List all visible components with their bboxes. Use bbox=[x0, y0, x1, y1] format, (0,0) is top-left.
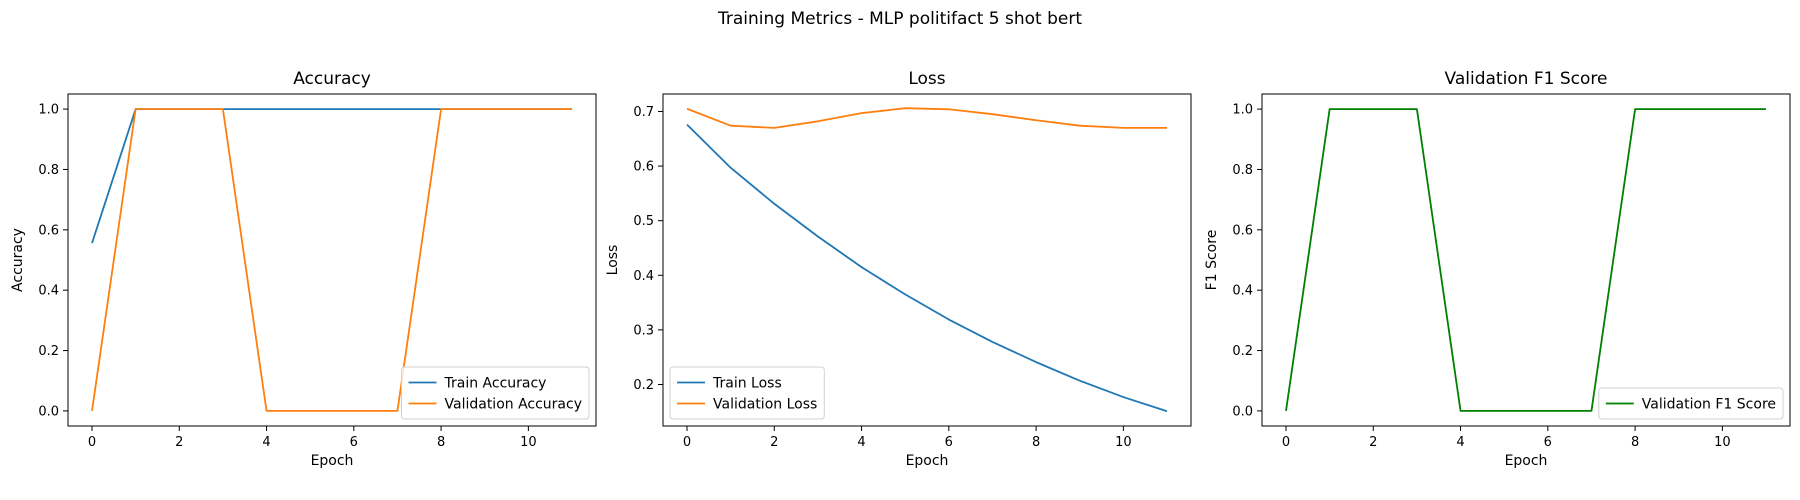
y-tick-label: 0.6 bbox=[1232, 223, 1253, 238]
x-tick-label: 6 bbox=[945, 435, 953, 450]
legend: Validation F1 Score bbox=[1598, 387, 1784, 420]
y-axis-label: Accuracy bbox=[10, 228, 26, 292]
subplot-title: Accuracy bbox=[293, 69, 371, 89]
series-line-validation-loss bbox=[686, 107, 1167, 129]
y-tick-label: 0.2 bbox=[1232, 344, 1253, 359]
series-line-validation-accuracy bbox=[91, 108, 572, 412]
x-tick-label: 10 bbox=[520, 435, 537, 450]
x-tick-label: 4 bbox=[857, 435, 865, 450]
y-tick-label: 0.7 bbox=[633, 105, 654, 120]
subplot-loss: Loss 0 2 4 6 8 10 0.2 0.3 0.4 0.5 0.6 0.7 Epoch Loss Tr… bbox=[605, 69, 1192, 469]
y-tick-label: 0.0 bbox=[38, 404, 59, 419]
series-line-train-accuracy bbox=[91, 108, 572, 244]
subplot-title: Validation F1 Score bbox=[1445, 69, 1608, 89]
y-tick-label: 0.2 bbox=[38, 344, 59, 359]
y-tick-label: 0.6 bbox=[38, 223, 59, 238]
y-tick-label: 0.6 bbox=[633, 160, 654, 175]
legend: Train Accuracy Validation Accuracy bbox=[401, 366, 590, 420]
axes-frame bbox=[662, 93, 1192, 427]
x-tick-label: 0 bbox=[88, 435, 96, 450]
y-tick-label: 0.4 bbox=[38, 284, 59, 299]
x-axis-label: Epoch bbox=[1505, 453, 1548, 469]
legend-box bbox=[1598, 387, 1784, 420]
y-tick-label: 0.2 bbox=[633, 378, 654, 393]
series-line-validation-f1-score bbox=[1285, 108, 1766, 412]
legend-box bbox=[669, 366, 825, 420]
x-tick-label: 6 bbox=[1544, 435, 1552, 450]
x-tick-label: 8 bbox=[1032, 435, 1040, 450]
legend: Train Loss Validation Loss bbox=[669, 366, 825, 420]
legend-box bbox=[401, 366, 590, 420]
x-axis-label: Epoch bbox=[311, 453, 354, 469]
x-tick-label: 8 bbox=[437, 435, 445, 450]
x-axis-label: Epoch bbox=[906, 453, 949, 469]
subplot-validation-f1-score: Validation F1 Score 0 2 4 6 8 10 0.0 0.2 0.4 0.6 0.… bbox=[1204, 69, 1791, 469]
legend-label-validation-f1-score: Validation F1 Score bbox=[1642, 397, 1776, 413]
x-tick-label: 2 bbox=[1369, 435, 1377, 450]
legend-label-validation-loss: Validation Loss bbox=[713, 397, 817, 413]
axes-frame bbox=[1261, 93, 1791, 427]
y-axis-label: F1 Score bbox=[1204, 230, 1220, 291]
x-tick-label: 10 bbox=[1714, 435, 1731, 450]
x-tick-label: 2 bbox=[770, 435, 778, 450]
y-tick-label: 0.4 bbox=[633, 269, 654, 284]
figure-title: Training Metrics - MLP politifact 5 shot… bbox=[717, 9, 1082, 29]
y-tick-label: 0.8 bbox=[1232, 163, 1253, 178]
x-tick-label: 10 bbox=[1115, 435, 1132, 450]
subplots-container: Accuracy 0 2 4 6 8 10 0.0 0.2 0.4 0.6 0.8 1.0 Epoch Ac… bbox=[10, 69, 1791, 469]
x-tick-label: 8 bbox=[1631, 435, 1639, 450]
legend-label-validation-accuracy: Validation Accuracy bbox=[445, 397, 583, 413]
x-tick-label: 0 bbox=[1282, 435, 1290, 450]
x-tick-label: 4 bbox=[262, 435, 270, 450]
subplot-accuracy: Accuracy 0 2 4 6 8 10 0.0 0.2 0.4 0.6 0.8 1.0 Epoch Ac… bbox=[10, 69, 597, 469]
x-tick-label: 2 bbox=[175, 435, 183, 450]
y-tick-label: 1.0 bbox=[38, 103, 59, 118]
y-tick-label: 1.0 bbox=[1232, 103, 1253, 118]
x-tick-label: 4 bbox=[1456, 435, 1464, 450]
y-tick-label: 0.0 bbox=[1232, 404, 1253, 419]
subplot-title: Loss bbox=[908, 69, 945, 89]
legend-label-train-loss: Train Loss bbox=[712, 376, 782, 392]
y-axis-label: Loss bbox=[605, 245, 621, 276]
y-tick-label: 0.4 bbox=[1232, 284, 1253, 299]
y-tick-label: 0.3 bbox=[633, 323, 654, 338]
axes-frame bbox=[67, 93, 597, 427]
series-line-train-loss bbox=[686, 123, 1168, 413]
x-tick-label: 0 bbox=[683, 435, 691, 450]
legend-label-train-accuracy: Train Accuracy bbox=[444, 376, 547, 392]
x-tick-label: 6 bbox=[350, 435, 358, 450]
y-tick-label: 0.5 bbox=[633, 214, 654, 229]
y-tick-label: 0.8 bbox=[38, 163, 59, 178]
